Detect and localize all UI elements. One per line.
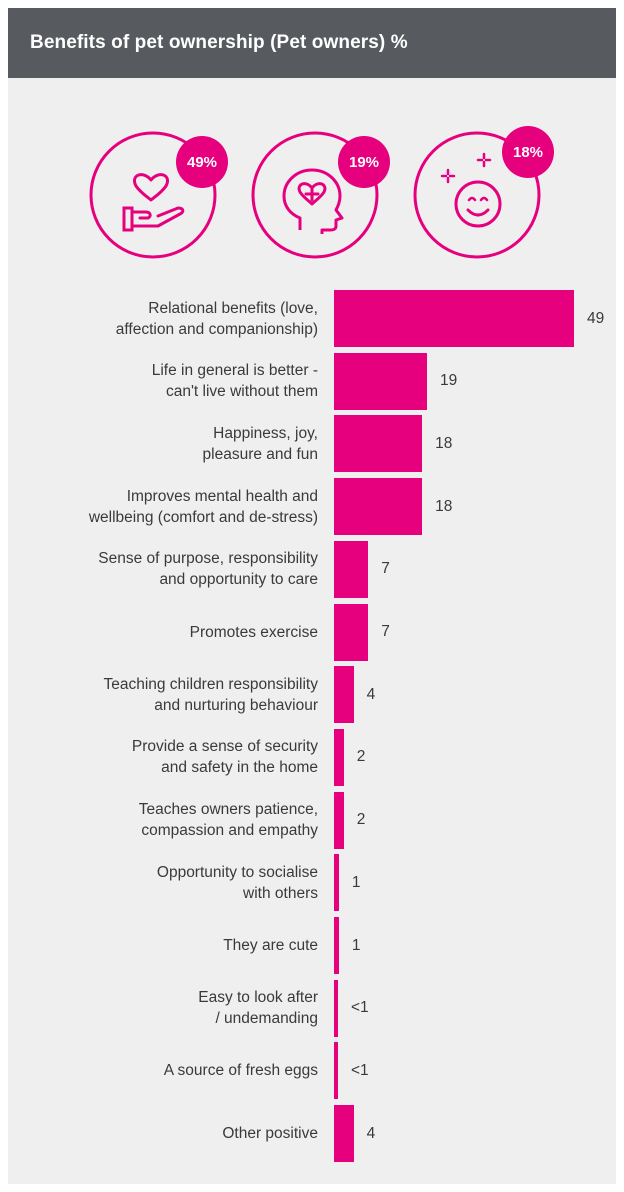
- value-label: 4: [366, 1124, 376, 1142]
- value-label: 49: [587, 309, 605, 327]
- bar: [334, 791, 344, 849]
- heart-in-hand-icon: [89, 131, 217, 259]
- bar: [334, 540, 369, 598]
- value-label: 18: [435, 497, 453, 515]
- category-label: Teaches owners patience, compassion and …: [138, 801, 318, 840]
- bar: [334, 917, 339, 974]
- bar: [334, 352, 428, 410]
- bar: [334, 415, 423, 473]
- category-label: Relational benefits (love, affection and…: [115, 299, 318, 338]
- bar: [334, 666, 354, 724]
- highlight-relational: 49%: [88, 130, 228, 260]
- category-label: Provide a sense of security and safety i…: [131, 738, 318, 777]
- chart-title: Benefits of pet ownership (Pet owners) %: [30, 32, 408, 53]
- category-label: Happiness, joy, pleasure and fun: [202, 424, 318, 463]
- category-label: Teaching children responsibility and nur…: [103, 675, 318, 714]
- head-with-heart-icon: [251, 131, 379, 259]
- category-label: Improves mental health and wellbeing (co…: [88, 487, 318, 526]
- value-label: 19: [440, 372, 458, 390]
- category-label: Sense of purpose, responsibility and opp…: [98, 550, 318, 589]
- value-label: 7: [381, 560, 390, 578]
- category-label: Opportunity to socialise with others: [156, 863, 318, 902]
- value-label: 18: [435, 434, 453, 452]
- category-label: Easy to look after / undemanding: [198, 989, 318, 1028]
- bar: [334, 728, 344, 786]
- value-label: 1: [351, 873, 361, 891]
- smiling-face-icon: [413, 131, 541, 259]
- bar: [334, 1105, 354, 1163]
- pct-badge: 49%: [176, 136, 228, 188]
- value-label: 1: [351, 936, 361, 954]
- value-label: <1: [351, 999, 369, 1017]
- bar: [334, 478, 423, 536]
- bar: [334, 1042, 338, 1100]
- category-label: Life in general is better - can't live w…: [151, 362, 318, 401]
- bar: [334, 603, 369, 661]
- value-label: 2: [356, 748, 366, 766]
- bar: [334, 854, 339, 912]
- bar: [334, 290, 574, 347]
- value-label: <1: [351, 1061, 369, 1079]
- category-label: Other positive: [222, 1125, 318, 1143]
- highlight-happiness: 18%: [412, 126, 554, 260]
- category-label: A source of fresh eggs: [163, 1062, 318, 1080]
- pct-badge: 18%: [502, 126, 554, 178]
- value-label: 2: [356, 811, 366, 829]
- value-label: 7: [381, 623, 390, 640]
- value-label: 4: [366, 685, 376, 703]
- pct-badge: 19%: [338, 136, 390, 188]
- bar: [334, 979, 338, 1037]
- category-label: They are cute: [223, 937, 318, 954]
- chart-header: Benefits of pet ownership (Pet owners) %: [8, 8, 616, 78]
- category-label: Promotes exercise: [189, 623, 318, 641]
- highlight-life-better: 19%: [250, 130, 390, 260]
